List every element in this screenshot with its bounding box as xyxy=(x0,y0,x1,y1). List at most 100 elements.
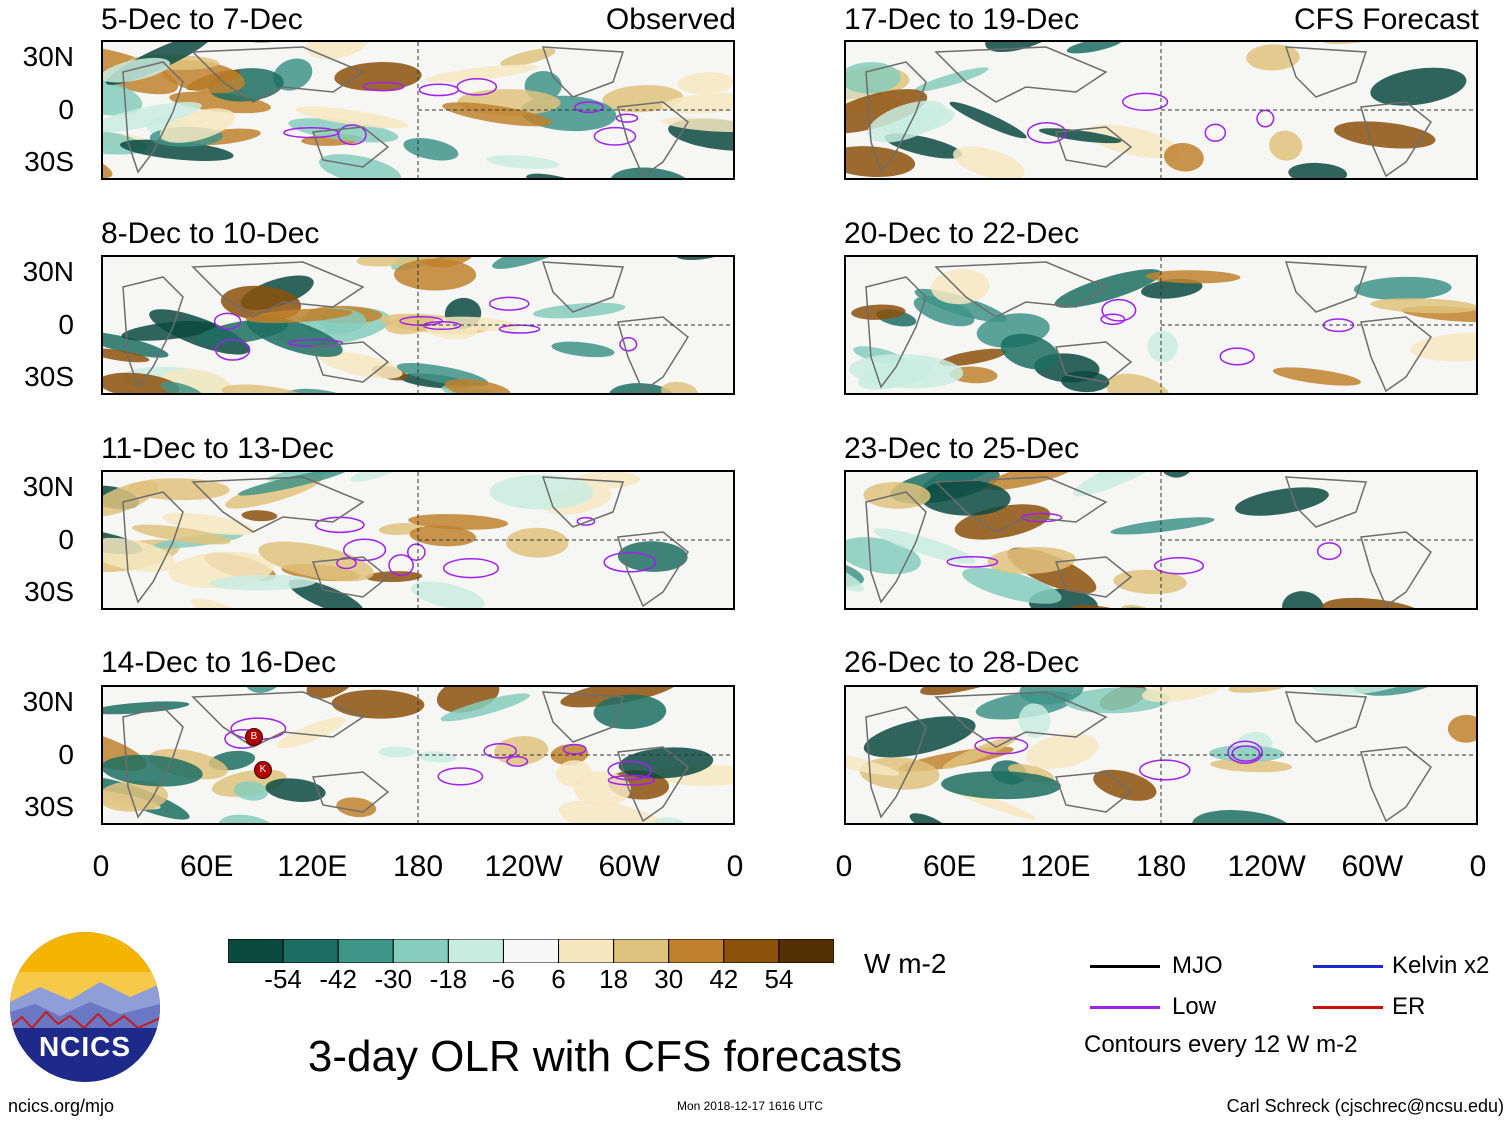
coastline xyxy=(865,706,927,819)
legend-contour-note: Contours every 12 W m-2 xyxy=(1084,1031,1358,1058)
olr-anomaly-blob xyxy=(1093,769,1157,801)
lon-label-left-5: 120W xyxy=(484,850,563,883)
legend-low-line xyxy=(1090,1006,1160,1009)
lon-label-right-2: 60E xyxy=(922,850,977,883)
low-frequency-contour xyxy=(1219,347,1255,366)
olr-map-forecast-3 xyxy=(844,470,1478,610)
coastline xyxy=(1054,126,1133,168)
olr-anomaly-blob xyxy=(209,574,316,591)
olr-anomaly-blob xyxy=(1370,67,1467,106)
lon-label-right-4: 180 xyxy=(1135,850,1187,883)
olr-anomaly-blob xyxy=(1282,591,1324,608)
colorbar-swatch xyxy=(723,939,780,963)
olr-anomaly-blob xyxy=(914,67,989,92)
olr-anomaly-blob xyxy=(846,89,928,134)
olr-anomaly-blob xyxy=(863,482,931,509)
olr-anomaly-blob xyxy=(393,258,477,291)
olr-anomaly-blob xyxy=(1054,269,1162,308)
low-frequency-contour xyxy=(283,127,339,139)
olr-anomaly-blob xyxy=(492,257,570,269)
coastline xyxy=(865,491,927,604)
olr-anomaly-field xyxy=(846,472,1476,608)
olr-anomaly-blob xyxy=(846,748,900,776)
footer-url[interactable]: ncics.org/mjo xyxy=(8,1096,115,1116)
olr-anomaly-blob xyxy=(526,173,592,178)
low-frequency-contour xyxy=(1256,109,1275,128)
low-frequency-contour xyxy=(1316,542,1342,561)
olr-anomaly-blob xyxy=(909,813,948,823)
coastline xyxy=(617,746,689,823)
olr-anomaly-blob xyxy=(661,93,733,114)
olr-anomaly-blob xyxy=(489,474,594,510)
olr-anomaly-blob xyxy=(1320,42,1420,44)
olr-anomaly-blob xyxy=(159,108,236,143)
olr-anomaly-blob xyxy=(319,351,403,379)
olr-anomaly-blob xyxy=(1410,332,1476,362)
olr-anomaly-blob xyxy=(158,368,233,393)
low-frequency-contour xyxy=(1122,92,1169,112)
lon-label-left-7: 0 xyxy=(726,850,744,883)
low-frequency-contour xyxy=(607,774,656,786)
low-frequency-contour xyxy=(314,516,365,534)
legend-kelvin-label: Kelvin x2 xyxy=(1392,952,1490,979)
olr-anomaly-blob xyxy=(532,302,626,319)
legend-er-line xyxy=(1313,1006,1383,1009)
olr-anomaly-blob xyxy=(103,701,190,715)
olr-anomaly-blob xyxy=(238,472,348,496)
colorbar-tick-label: -6 xyxy=(491,964,516,994)
olr-anomaly-blob xyxy=(403,138,459,161)
olr-anomaly-blob xyxy=(929,42,967,45)
olr-anomaly-blob xyxy=(913,296,975,327)
olr-anomaly-blob xyxy=(1209,745,1285,762)
olr-anomaly-blob xyxy=(331,689,425,719)
colorbar-swatch xyxy=(447,939,504,963)
low-frequency-contour xyxy=(1153,557,1205,575)
coastline xyxy=(311,126,390,168)
colorbar-swatch xyxy=(502,939,560,963)
coastline xyxy=(1284,476,1368,528)
low-frequency-contour xyxy=(418,83,460,97)
olr-anomaly-blob xyxy=(417,751,457,763)
low-frequency-contour xyxy=(388,554,414,577)
lat-label-1-3: 30S xyxy=(24,146,74,177)
low-frequency-contour xyxy=(1227,740,1263,764)
panel-source-forecast: CFS Forecast xyxy=(1293,3,1479,36)
olr-anomaly-blob xyxy=(1192,810,1294,823)
low-frequency-contour xyxy=(1100,313,1126,326)
olr-anomaly-blob xyxy=(378,746,416,758)
olr-anomaly-field xyxy=(846,687,1476,823)
olr-anomaly-blob xyxy=(1272,367,1361,386)
olr-anomaly-blob xyxy=(873,528,976,564)
low-frequency-contour xyxy=(593,126,637,146)
olr-anomaly-blob xyxy=(442,102,553,127)
olr-anomaly-blob xyxy=(103,537,176,573)
low-frequency-contour xyxy=(506,755,529,767)
lat-label-2-2: 0 xyxy=(58,309,74,340)
olr-anomaly-blob xyxy=(217,814,281,823)
coastline xyxy=(122,61,184,174)
coastline xyxy=(1054,341,1133,383)
olr-anomaly-blob xyxy=(277,717,346,749)
olr-anomaly-blob xyxy=(1066,42,1123,54)
colorbar-unit: W m-2 xyxy=(864,948,947,979)
lon-label-left-1: 0 xyxy=(92,850,110,883)
coastline xyxy=(122,276,184,389)
olr-map-observed-3 xyxy=(101,470,735,610)
lon-label-left-4: 180 xyxy=(392,850,444,883)
lat-label-3-1: 30N xyxy=(22,471,74,502)
olr-anomaly-blob xyxy=(295,106,409,129)
olr-anomaly-blob xyxy=(931,269,990,305)
olr-anomaly-field xyxy=(846,42,1476,178)
low-frequency-contour xyxy=(615,113,639,123)
olr-anomaly-blob xyxy=(939,348,1007,366)
coastline xyxy=(865,61,927,174)
panel-source-observed: Observed xyxy=(605,3,736,36)
coastline xyxy=(1360,316,1432,393)
olr-anomaly-blob xyxy=(196,318,289,346)
olr-anomaly-blob xyxy=(494,736,549,766)
olr-anomaly-blob xyxy=(409,525,477,547)
colorbar-tick-label: 30 xyxy=(654,964,684,994)
colorbar-swatch xyxy=(613,939,670,963)
logo-text: NCICS xyxy=(38,1031,132,1062)
olr-anomaly-blob xyxy=(550,744,589,765)
